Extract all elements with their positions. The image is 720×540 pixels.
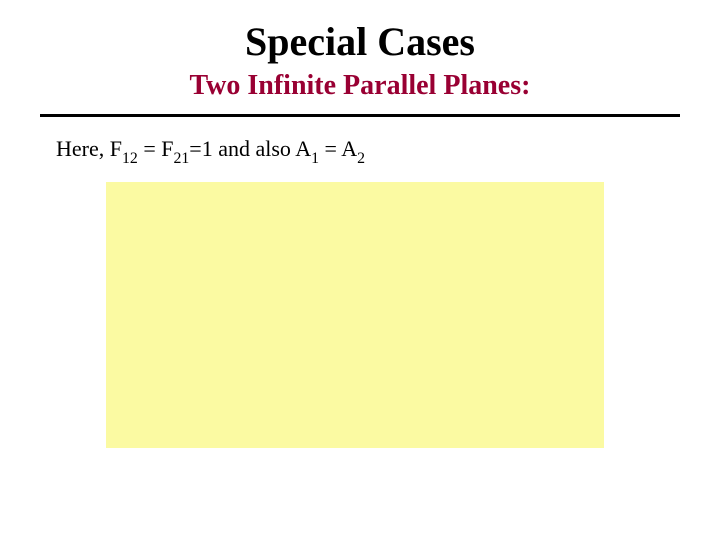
body-p3: =1 and also A xyxy=(189,136,311,161)
body-s4: 2 xyxy=(357,150,365,167)
body-text: Here, F12 = F21=1 and also A1 = A2 xyxy=(56,136,365,166)
body-p2: = F xyxy=(138,136,174,161)
body-p4: = A xyxy=(319,136,357,161)
slide: { "title": { "text": "Special Cases", "f… xyxy=(0,0,720,540)
title-divider xyxy=(40,114,680,117)
content-placeholder-box xyxy=(106,182,604,448)
body-s2: 21 xyxy=(173,150,189,167)
body-s1: 12 xyxy=(122,150,138,167)
body-s3: 1 xyxy=(311,150,319,167)
slide-subtitle: Two Infinite Parallel Planes: xyxy=(0,70,720,102)
slide-title: Special Cases xyxy=(0,18,720,65)
body-p1: Here, F xyxy=(56,136,122,161)
